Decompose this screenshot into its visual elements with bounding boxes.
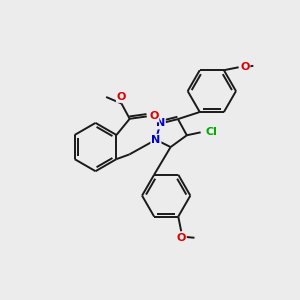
Text: O: O	[149, 111, 158, 122]
Text: O: O	[176, 233, 186, 243]
Text: N: N	[151, 135, 160, 145]
Text: O: O	[117, 92, 126, 102]
Text: Cl: Cl	[206, 127, 218, 137]
Text: O: O	[240, 62, 250, 72]
Text: N: N	[156, 118, 165, 128]
